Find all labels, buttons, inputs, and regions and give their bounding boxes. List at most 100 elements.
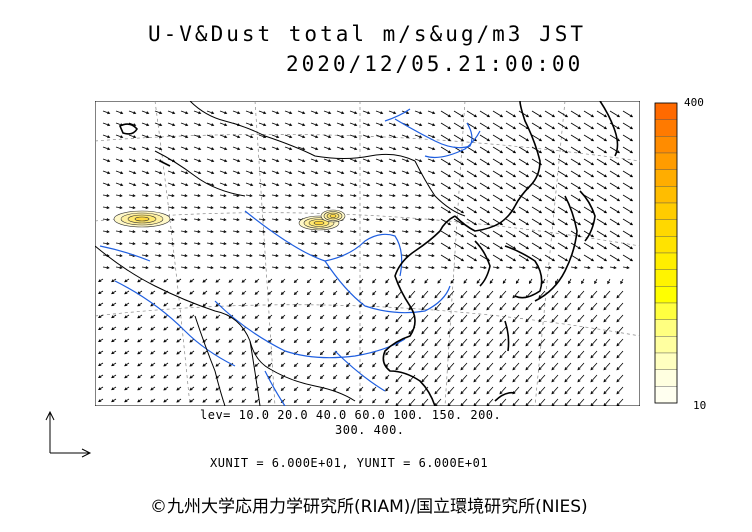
wind-arrow [310, 266, 317, 269]
wind-arrow [557, 230, 568, 238]
wind-arrow [219, 206, 226, 209]
wind-arrow [297, 230, 304, 233]
wind-arrow [609, 206, 620, 214]
wind-arrow [596, 254, 607, 262]
wind-arrow [583, 182, 594, 190]
wind-arrow [414, 230, 421, 233]
wind-arrow [128, 146, 136, 150]
wind-arrow [349, 230, 356, 233]
wind-arrow [258, 218, 265, 221]
wind-arrow [245, 218, 252, 221]
wind-arrow [447, 290, 455, 298]
wind-arrow [141, 242, 148, 245]
wind-arrow [453, 266, 460, 269]
wind-arrow [167, 110, 175, 114]
wind-arrow [492, 218, 503, 226]
river [384, 108, 411, 122]
river [214, 300, 406, 359]
wind-arrow [479, 206, 490, 214]
wind-arrow [128, 158, 136, 162]
wind-arrow [128, 110, 136, 114]
colorbar-segment [654, 186, 678, 204]
wind-arrow [557, 254, 568, 262]
wind-arrow [596, 242, 607, 250]
wind-arrow [538, 326, 546, 334]
wind-arrow [512, 314, 520, 322]
wind-arrow [590, 314, 598, 322]
wind-arrow [622, 134, 633, 142]
wind-arrow [609, 158, 620, 166]
river [324, 260, 451, 314]
wind-arrow [505, 194, 516, 202]
wind-arrow [232, 254, 239, 257]
colorbar-segment [654, 152, 678, 170]
wind-arrow [362, 134, 370, 138]
wind-arrow [531, 218, 542, 226]
wind-arrow [583, 158, 594, 166]
coastline [454, 205, 516, 232]
wind-arrow [180, 122, 188, 126]
wind-arrow [447, 338, 455, 346]
wind-arrow [206, 206, 213, 209]
wind-arrow [408, 302, 416, 310]
wind-arrow [505, 146, 516, 154]
wind-arrow [271, 158, 279, 162]
wind-arrow [499, 302, 507, 310]
wind-arrow [473, 314, 481, 322]
wind-arrow [583, 254, 594, 262]
wind-arrow [115, 110, 123, 114]
colorbar-segment [654, 136, 678, 154]
wind-arrow [525, 302, 533, 310]
wind-arrow [349, 242, 356, 245]
wind-arrow [180, 182, 188, 186]
wind-arrow [557, 110, 568, 118]
wind-arrow [479, 230, 490, 238]
wind-arrow [421, 338, 429, 346]
wind-arrow [609, 242, 620, 250]
wind-arrow [388, 170, 396, 174]
wind-vectors [98, 110, 634, 406]
wind-arrow [421, 362, 429, 370]
wind-arrow [434, 338, 442, 346]
wind-arrow [570, 266, 577, 269]
wind-arrow [557, 206, 568, 214]
wind-arrow [401, 134, 409, 138]
wind-arrow [609, 170, 620, 178]
wind-arrow [518, 206, 529, 214]
wind-arrow [479, 182, 490, 190]
wind-arrow [271, 230, 278, 233]
wind-arrow [544, 194, 555, 202]
wind-arrow [362, 266, 369, 269]
wind-arrow [466, 218, 477, 226]
wind-arrow [557, 182, 568, 190]
wind-arrow [375, 254, 382, 257]
wind-arrow [616, 302, 624, 310]
wind-arrow [141, 110, 149, 114]
wind-arrow [453, 170, 464, 178]
wind-arrow [232, 182, 240, 186]
wind-arrow [544, 206, 555, 214]
wind-arrow [609, 194, 620, 202]
colorbar-segment [654, 102, 678, 120]
wind-arrow [564, 326, 572, 334]
wind-arrow [128, 254, 135, 257]
wind-arrow [401, 218, 408, 221]
wind-arrow [388, 134, 396, 138]
wind-arrow [609, 230, 620, 238]
wind-arrow [414, 242, 421, 245]
wind-arrow [453, 230, 464, 238]
wind-arrow [141, 134, 149, 138]
wind-arrow [603, 350, 611, 358]
wind-arrow [479, 266, 486, 269]
wind-arrow [460, 314, 468, 322]
colorbar-segment [654, 119, 678, 137]
wind-arrow [427, 110, 435, 114]
wind-arrow [473, 362, 481, 370]
wind-arrow [434, 350, 442, 358]
wind-arrow [115, 242, 122, 245]
wind-arrow [499, 350, 507, 358]
wind-arrow [460, 338, 468, 346]
wind-arrow [154, 170, 162, 174]
wind-arrow [388, 182, 396, 186]
wind-arrow [596, 134, 607, 142]
